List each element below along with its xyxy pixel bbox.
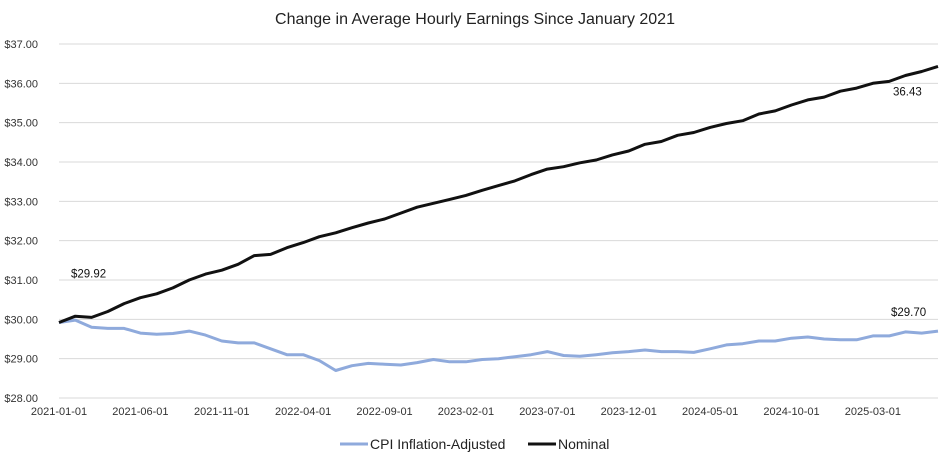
series-line-cpi-adjusted — [58, 318, 939, 372]
y-tick-label: $33.00 — [4, 196, 38, 208]
x-tick-label: 2023-02-01 — [438, 406, 494, 418]
y-tick-label: $34.00 — [4, 157, 38, 169]
data-annotations: $29.92 36.43 $29.70 — [71, 86, 926, 319]
y-tick-label: $29.00 — [4, 354, 38, 366]
gridlines — [59, 43, 938, 399]
x-tick-label: 2021-06-01 — [112, 406, 168, 418]
chart-title: Change in Average Hourly Earnings Since … — [275, 11, 675, 28]
y-tick-label: $28.00 — [4, 393, 38, 405]
x-axis-ticks: 2021-01-01 2021-06-01 2021-11-01 2022-04-01… — [31, 406, 901, 418]
legend: CPI Inflation-Adjusted Nominal — [340, 436, 609, 452]
x-tick-label: 2022-09-01 — [356, 406, 412, 418]
legend-label: CPI Inflation-Adjusted — [370, 436, 505, 452]
y-tick-label: $35.00 — [4, 118, 38, 130]
y-tick-label: $31.00 — [4, 275, 38, 287]
y-tick-label: $32.00 — [4, 236, 38, 248]
x-tick-label: 2023-12-01 — [601, 406, 657, 418]
x-tick-label: 2025-03-01 — [845, 406, 901, 418]
x-tick-label: 2024-05-01 — [682, 406, 738, 418]
x-tick-label: 2021-11-01 — [194, 406, 249, 418]
y-axis-ticks: $28.00 $29.00 $30.00 $31.00 $32.00 $33.00 $34.… — [4, 39, 38, 405]
x-tick-label: 2022-04-01 — [275, 406, 331, 418]
legend-item: Nominal — [528, 436, 609, 452]
y-tick-label: $30.00 — [4, 314, 38, 326]
series-line-nominal — [58, 64, 939, 324]
data-label: 36.43 — [893, 86, 922, 98]
x-tick-label: 2023-07-01 — [519, 406, 575, 418]
y-tick-label: $36.00 — [4, 78, 38, 90]
data-label: $29.70 — [891, 307, 926, 319]
y-tick-label: $37.00 — [4, 39, 38, 51]
data-label: $29.92 — [71, 268, 106, 280]
series-lines — [58, 64, 939, 372]
legend-item: CPI Inflation-Adjusted — [340, 436, 505, 452]
legend-label: Nominal — [558, 436, 609, 452]
x-tick-label: 2024-10-01 — [763, 406, 819, 418]
x-tick-label: 2021-01-01 — [31, 406, 87, 418]
